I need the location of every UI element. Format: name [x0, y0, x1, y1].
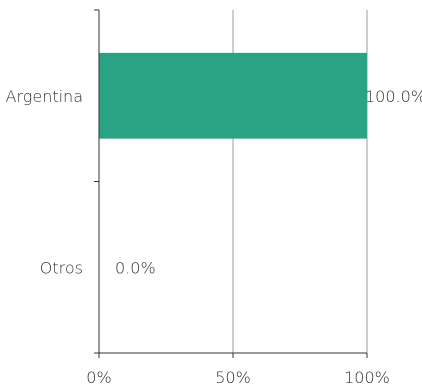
x-tick-label-0: 0% — [86, 368, 111, 387]
category-label-0: Argentina — [6, 87, 84, 106]
bar-0 — [99, 52, 367, 139]
x-tick-label-1: 50% — [215, 368, 251, 387]
value-label-1: 0.0% — [115, 258, 156, 277]
axes — [94, 9, 368, 358]
bars — [99, 52, 367, 139]
value-label-0: 100.0% — [365, 87, 422, 106]
x-tick-label-2: 100% — [344, 368, 390, 387]
labels: Argentina 100.0% Otros 0.0% 0% 50% 100% — [6, 87, 422, 387]
category-label-1: Otros — [40, 258, 83, 277]
